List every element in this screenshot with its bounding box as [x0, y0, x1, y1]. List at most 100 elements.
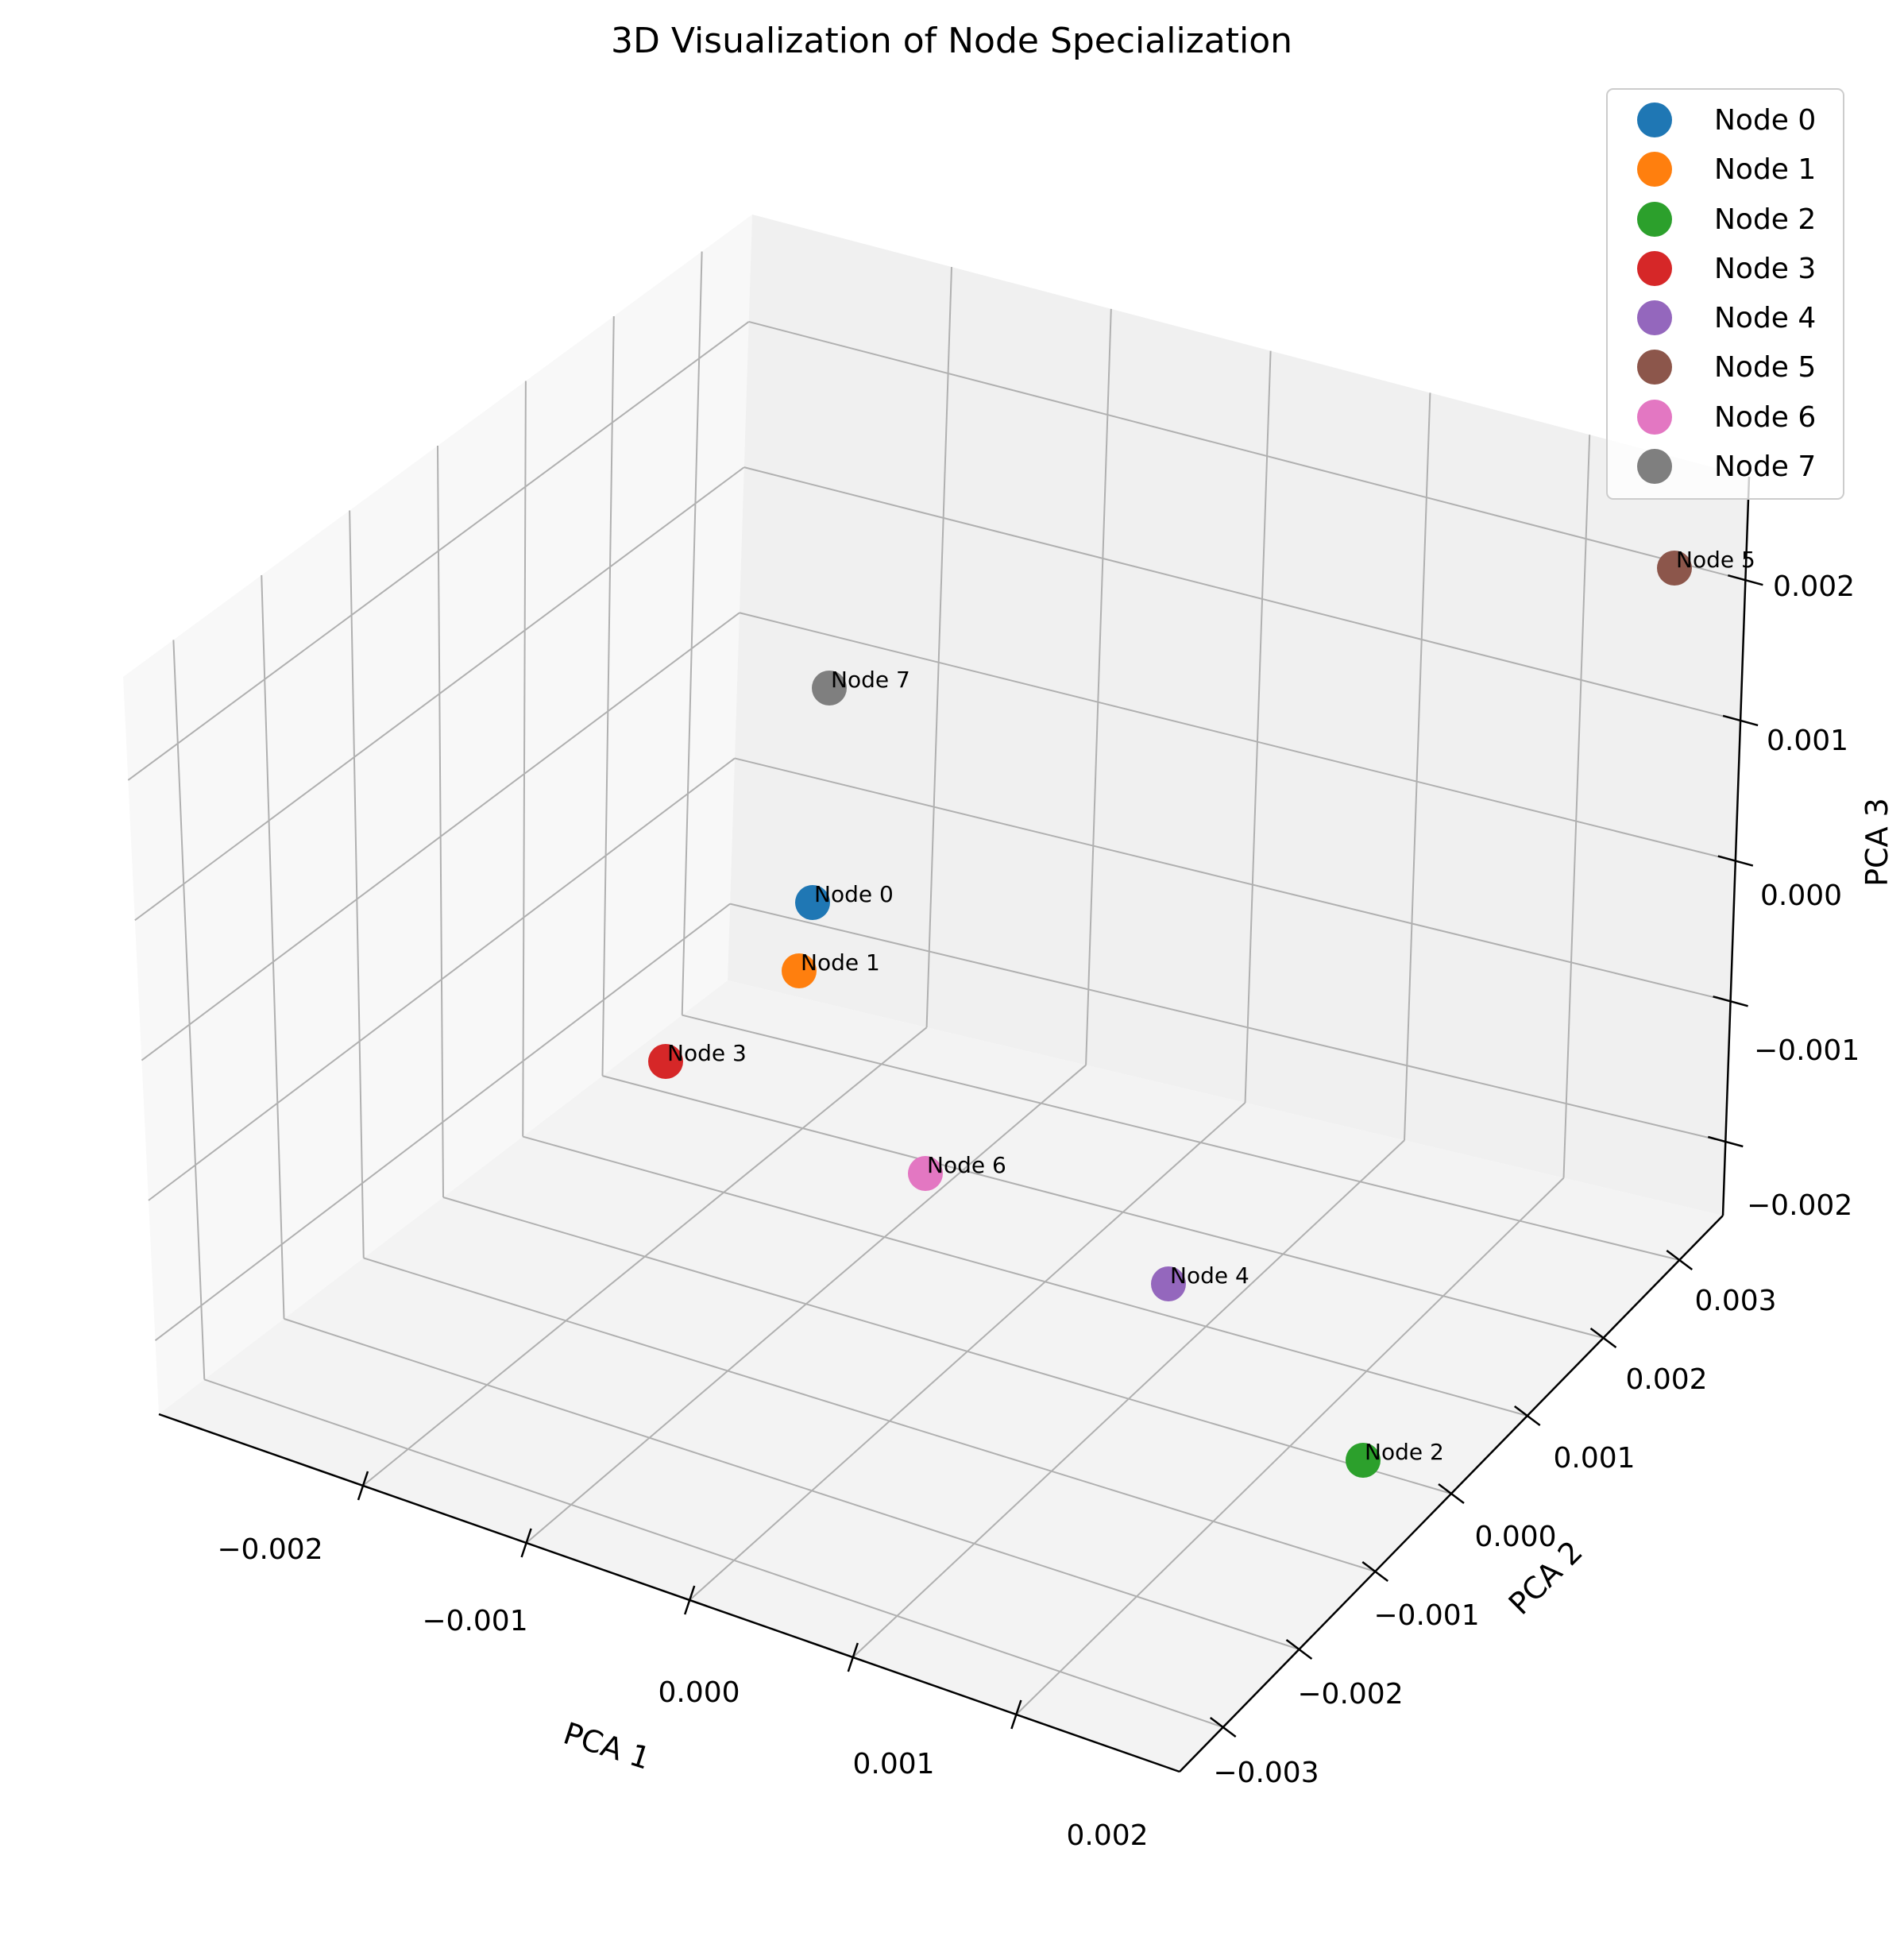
x-tick — [357, 1471, 369, 1501]
point-label-node-6: Node 6 — [927, 1152, 1006, 1178]
grid-line — [522, 381, 527, 1137]
point-label-node-4: Node 4 — [1170, 1262, 1249, 1289]
x-axis-line — [158, 1413, 1180, 1773]
grid-line — [349, 510, 365, 1258]
z-tick-label: 0.001 — [1767, 725, 1848, 757]
grid-line — [682, 1014, 1680, 1261]
grid-line — [442, 1197, 1452, 1494]
y-tick-label: 0.001 — [1553, 1442, 1635, 1475]
legend-label-node-3: Node 3 — [1714, 253, 1816, 285]
legend-marker-node-7 — [1637, 449, 1672, 484]
point-node-4 — [1151, 1266, 1186, 1301]
legend-marker-node-0 — [1637, 102, 1672, 137]
z-tick — [1722, 714, 1759, 727]
z-axis-line — [1721, 476, 1751, 1216]
legend-frame — [1606, 88, 1844, 500]
y-tick-label: −0.003 — [1213, 1757, 1319, 1789]
y-tick — [1361, 1561, 1388, 1582]
y-tick — [1209, 1717, 1237, 1738]
x-tick-label: 0.000 — [658, 1676, 740, 1709]
grid-line — [127, 321, 750, 781]
x-tick-label: 0.001 — [852, 1748, 934, 1780]
legend-label-node-0: Node 0 — [1714, 104, 1816, 137]
point-label-node-7: Node 7 — [831, 667, 910, 693]
legend-marker-node-3 — [1637, 251, 1672, 286]
legend-label-node-6: Node 6 — [1714, 401, 1816, 434]
z-tick-label: 0.002 — [1773, 570, 1855, 603]
y-tick — [1514, 1405, 1541, 1426]
grid-line — [134, 466, 745, 922]
grid-line — [141, 612, 740, 1061]
legend-marker-node-5 — [1637, 350, 1672, 385]
grid-line — [203, 1378, 1224, 1728]
y-tick — [1285, 1639, 1313, 1660]
grid-line — [148, 757, 736, 1201]
z-tick — [1728, 574, 1763, 586]
legend-marker-node-4 — [1637, 300, 1672, 335]
pane-back — [728, 215, 1749, 1216]
grid-line — [925, 266, 952, 1028]
grid-line — [1404, 392, 1431, 1141]
x-tick-label: −0.002 — [217, 1533, 322, 1566]
grid-line — [729, 903, 1726, 1142]
point-label-node-3: Node 3 — [667, 1040, 747, 1066]
grid-line — [1244, 350, 1272, 1103]
grid-line — [1562, 435, 1591, 1178]
x-tick — [847, 1642, 859, 1672]
z-tick-label: −0.001 — [1754, 1034, 1860, 1067]
ticks — [357, 574, 1763, 1738]
x-tick-label: −0.001 — [422, 1605, 527, 1637]
grid-line — [734, 757, 1731, 1003]
pane-left — [123, 215, 752, 1414]
point-node-0 — [795, 885, 830, 920]
grid-line — [601, 316, 615, 1077]
grid-line — [284, 1317, 1300, 1650]
point-label-node-0: Node 0 — [814, 881, 894, 907]
grid-line — [437, 445, 444, 1198]
legend-label-node-1: Node 1 — [1714, 153, 1816, 186]
grid-line — [743, 466, 1741, 721]
legend-marker-node-1 — [1637, 152, 1672, 187]
point-node-2 — [1346, 1443, 1381, 1478]
legend-label-node-5: Node 5 — [1714, 351, 1816, 384]
z-axis-label: PCA 3 — [1860, 798, 1894, 887]
grid-line — [681, 251, 703, 1015]
z-tick-label: −0.002 — [1747, 1189, 1852, 1222]
point-node-1 — [782, 953, 817, 988]
grid-lines — [127, 251, 1746, 1728]
y-tick-label: −0.001 — [1373, 1599, 1479, 1632]
grid-line — [748, 320, 1746, 582]
grid-line — [363, 1257, 1376, 1572]
y-tick — [1589, 1328, 1617, 1348]
point-node-6 — [908, 1156, 943, 1191]
points — [648, 551, 1692, 1478]
grid-line — [602, 1075, 1604, 1339]
legend-marker-node-6 — [1637, 400, 1672, 435]
z-tick-label: 0.000 — [1760, 880, 1842, 912]
legend-marker-node-2 — [1637, 202, 1672, 237]
grid-line — [1085, 308, 1112, 1065]
grid-line — [739, 612, 1736, 862]
y-tick-label: 0.002 — [1625, 1363, 1707, 1396]
point-node-5 — [1657, 551, 1692, 586]
grid-line — [261, 574, 285, 1319]
grid-line — [154, 903, 731, 1341]
x-tick-label: 0.002 — [1066, 1819, 1148, 1852]
z-tick — [1713, 995, 1748, 1007]
z-tick — [1707, 1135, 1744, 1148]
legend-label-node-2: Node 2 — [1714, 203, 1816, 236]
point-labels: Node 7 Node 5 Node 0 Node 1 Node 3 Node … — [667, 547, 1755, 1465]
grid-line — [522, 1135, 1528, 1417]
grid-line — [172, 640, 206, 1380]
point-label-node-5: Node 5 — [1676, 547, 1755, 573]
x-tick — [520, 1528, 532, 1558]
y-tick-label: 0.000 — [1474, 1521, 1556, 1553]
legend-label-node-7: Node 7 — [1714, 450, 1816, 483]
legend-label-node-4: Node 4 — [1714, 302, 1816, 334]
y-tick — [1666, 1250, 1694, 1270]
point-node-3 — [648, 1044, 683, 1079]
y-tick-label: −0.002 — [1297, 1678, 1403, 1711]
z-tick — [1717, 855, 1754, 867]
x-tick — [1010, 1699, 1022, 1730]
